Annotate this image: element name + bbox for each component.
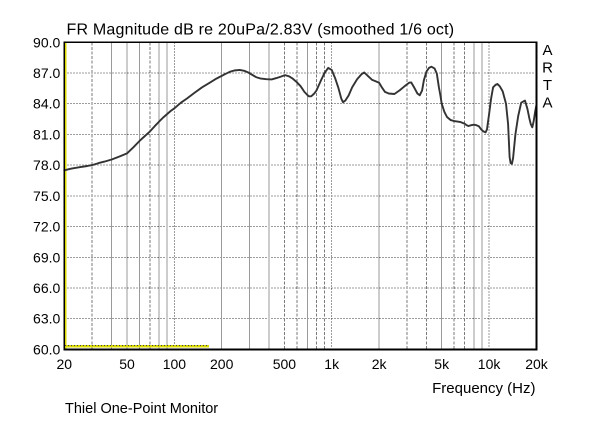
svg-text:90.0: 90.0 xyxy=(33,34,60,50)
svg-text:Thiel One-Point Monitor: Thiel One-Point Monitor xyxy=(65,401,218,417)
svg-text:100: 100 xyxy=(163,356,187,372)
svg-text:200: 200 xyxy=(210,356,234,372)
svg-text:T: T xyxy=(543,77,552,94)
svg-text:500: 500 xyxy=(273,356,297,372)
svg-text:75.0: 75.0 xyxy=(33,188,60,204)
svg-text:72.0: 72.0 xyxy=(33,219,60,235)
svg-text:A: A xyxy=(542,94,552,111)
svg-text:63.0: 63.0 xyxy=(33,311,60,327)
svg-text:20k: 20k xyxy=(525,356,549,372)
svg-text:5k: 5k xyxy=(434,356,450,372)
svg-text:60.0: 60.0 xyxy=(33,341,60,357)
svg-text:81.0: 81.0 xyxy=(33,126,60,142)
svg-text:87.0: 87.0 xyxy=(33,65,60,81)
svg-text:10k: 10k xyxy=(478,356,502,372)
svg-text:20: 20 xyxy=(57,356,73,372)
svg-text:84.0: 84.0 xyxy=(33,96,60,112)
svg-text:1k: 1k xyxy=(324,356,340,372)
svg-text:FR Magnitude dB re 20uPa/2.83V: FR Magnitude dB re 20uPa/2.83V (smoothed… xyxy=(67,21,455,38)
svg-text:A: A xyxy=(542,42,552,59)
svg-text:R: R xyxy=(542,60,553,77)
svg-text:78.0: 78.0 xyxy=(33,157,60,173)
svg-text:66.0: 66.0 xyxy=(33,280,60,296)
svg-text:2k: 2k xyxy=(372,356,388,372)
svg-text:69.0: 69.0 xyxy=(33,249,60,265)
svg-text:50: 50 xyxy=(119,356,135,372)
svg-text:Frequency (Hz): Frequency (Hz) xyxy=(432,380,535,397)
